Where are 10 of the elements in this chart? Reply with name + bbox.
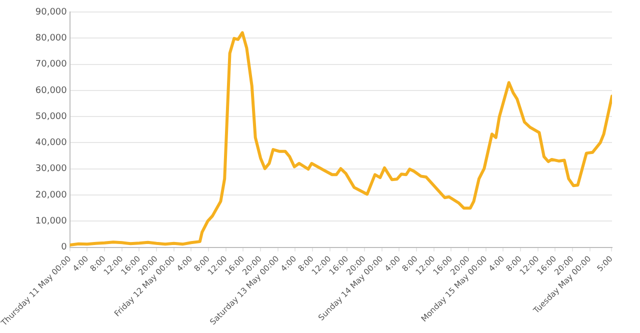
y-tick-label: 40,000 bbox=[35, 138, 68, 148]
y-tick-label: 90,000 bbox=[35, 7, 68, 18]
y-tick-label: 80,000 bbox=[35, 33, 68, 44]
y-tick-label: 20,000 bbox=[35, 190, 68, 200]
y-tick-label: 10,000 bbox=[35, 216, 68, 227]
y-tick-label: 50,000 bbox=[35, 112, 68, 122]
y-tick-label: 70,000 bbox=[35, 60, 68, 70]
y-tick-label: 60,000 bbox=[35, 86, 68, 96]
y-tick-label: 30,000 bbox=[35, 164, 68, 174]
y-tick-label: 0 bbox=[61, 242, 68, 253]
